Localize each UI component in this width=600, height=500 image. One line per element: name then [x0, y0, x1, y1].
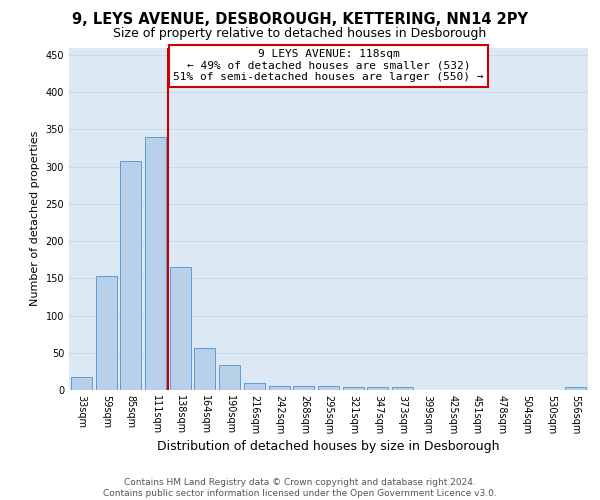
Text: 9, LEYS AVENUE, DESBOROUGH, KETTERING, NN14 2PY: 9, LEYS AVENUE, DESBOROUGH, KETTERING, N… — [72, 12, 528, 26]
Bar — [145, 137, 166, 390]
Bar — [244, 382, 265, 390]
Text: Size of property relative to detached houses in Desborough: Size of property relative to detached ho… — [113, 28, 487, 40]
Text: 9 LEYS AVENUE: 118sqm
← 49% of detached houses are smaller (532)
51% of semi-det: 9 LEYS AVENUE: 118sqm ← 49% of detached … — [173, 49, 484, 82]
Bar — [293, 386, 314, 390]
Bar — [318, 386, 339, 390]
X-axis label: Distribution of detached houses by size in Desborough: Distribution of detached houses by size … — [157, 440, 500, 453]
Bar — [170, 267, 191, 390]
Bar — [95, 276, 116, 390]
Bar — [392, 387, 413, 390]
Bar — [120, 162, 141, 390]
Bar — [367, 387, 388, 390]
Bar — [194, 348, 215, 390]
Bar — [343, 387, 364, 390]
Bar — [71, 378, 92, 390]
Text: Contains HM Land Registry data © Crown copyright and database right 2024.
Contai: Contains HM Land Registry data © Crown c… — [103, 478, 497, 498]
Bar — [565, 387, 586, 390]
Y-axis label: Number of detached properties: Number of detached properties — [30, 131, 40, 306]
Bar — [269, 386, 290, 390]
Bar — [219, 366, 240, 390]
